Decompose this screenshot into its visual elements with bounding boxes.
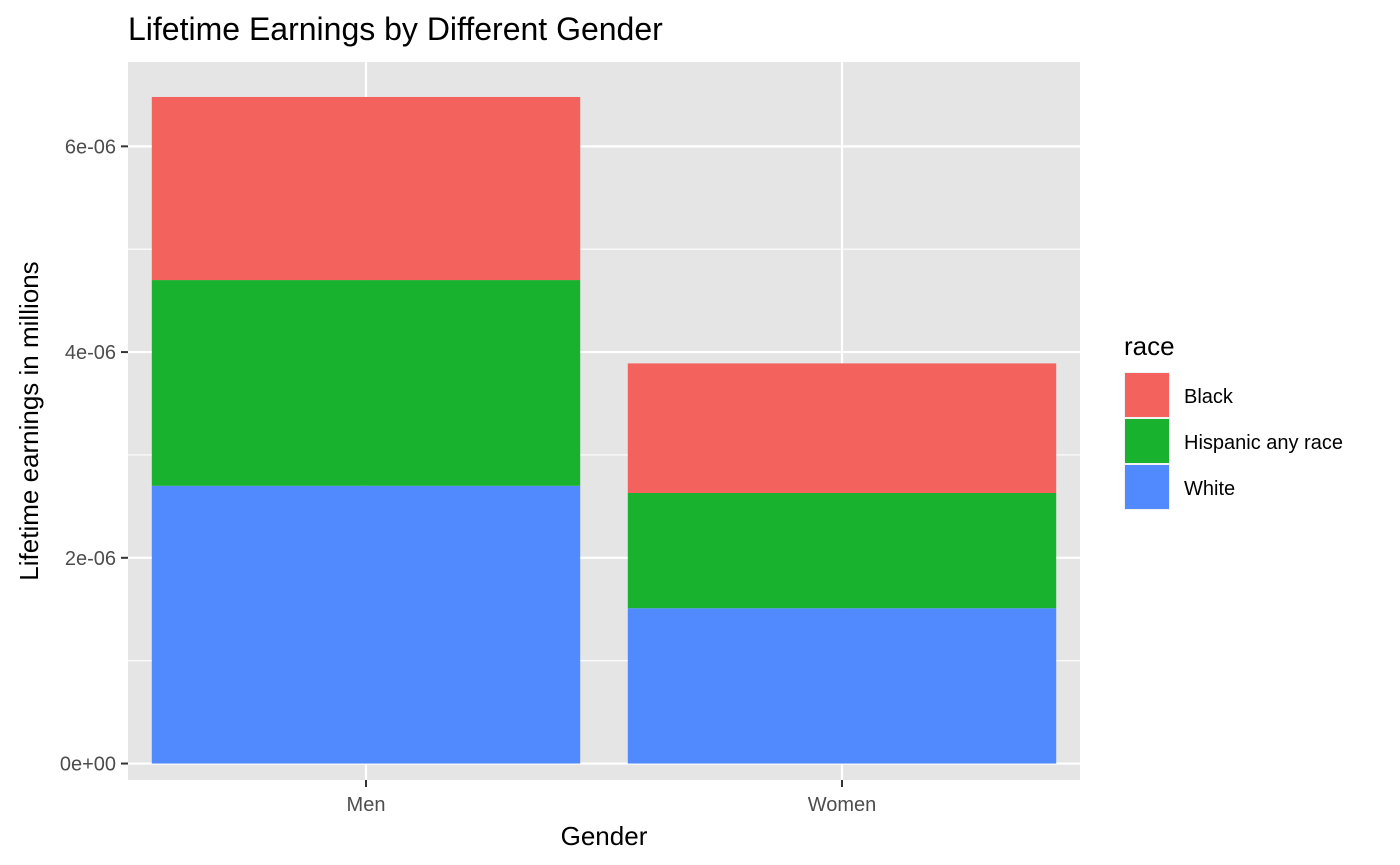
legend-swatch: [1125, 419, 1169, 463]
y-tick-label: 2e-06: [65, 548, 116, 570]
bar-women-white: [627, 608, 1057, 764]
y-tick-label: 0e+00: [60, 754, 116, 776]
bar-men-black: [151, 96, 581, 281]
bar-men-hispanic-any-race: [151, 280, 581, 486]
y-tick-label: 6e-06: [65, 136, 116, 158]
legend: race Black Hispanic any race White: [1124, 331, 1343, 510]
x-axis-title: Gender: [561, 821, 648, 851]
y-tick-label: 4e-06: [65, 342, 116, 364]
x-tick-label: Men: [347, 794, 386, 816]
legend-swatch: [1125, 465, 1169, 509]
chart-title: Lifetime Earnings by Different Gender: [128, 11, 663, 47]
legend-label: Black: [1184, 386, 1234, 408]
axes: 0e+00 2e-06 4e-06 6e-06 Men Women: [60, 136, 876, 816]
legend-label: White: [1184, 478, 1235, 500]
bars: [151, 96, 1057, 764]
legend-label: Hispanic any race: [1184, 432, 1343, 454]
legend-title: race: [1124, 331, 1175, 361]
legend-swatch: [1125, 373, 1169, 417]
bar-men-white: [151, 485, 581, 764]
x-tick-label: Women: [808, 794, 877, 816]
bar-women-hispanic-any-race: [627, 493, 1057, 609]
legend-items: Black Hispanic any race White: [1124, 372, 1343, 510]
bar-women-black: [627, 363, 1057, 494]
y-axis-title: Lifetime earnings in millions: [14, 261, 44, 580]
